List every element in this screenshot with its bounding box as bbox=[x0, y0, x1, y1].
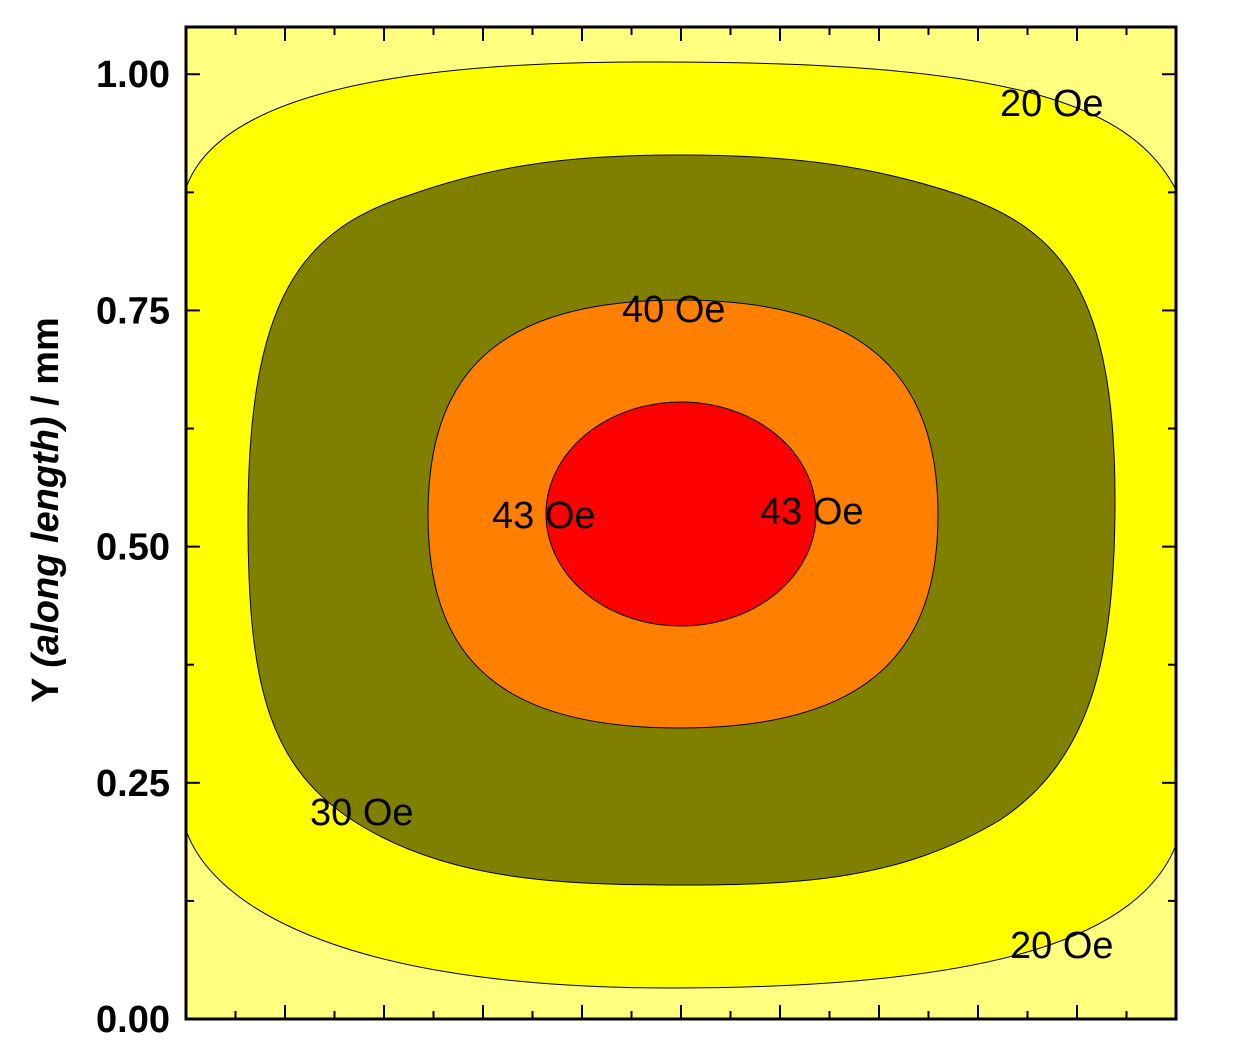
y-tick-label: 0.75 bbox=[96, 290, 170, 332]
y-tick-label: 0.50 bbox=[96, 527, 170, 569]
y-axis-label-prefix: Y bbox=[25, 668, 67, 703]
contour-label: 20 Oe bbox=[1000, 83, 1104, 125]
contour-label: 30 Oe bbox=[310, 792, 414, 834]
y-tick-label: 1.00 bbox=[96, 54, 170, 96]
contour-label: 40 Oe bbox=[622, 289, 726, 331]
y-axis-label-suffix: / mm bbox=[25, 317, 67, 416]
axis-ticks bbox=[185, 27, 1177, 1020]
y-axis-label-italic: (along length) bbox=[25, 416, 67, 667]
y-tick-label: 0.25 bbox=[96, 763, 170, 805]
contour-region-43-oe bbox=[545, 401, 817, 627]
y-axis-label: Y (along length) / mm bbox=[25, 317, 67, 703]
y-tick-label: 0.00 bbox=[96, 999, 170, 1040]
contour-label: 43 Oe bbox=[760, 491, 864, 533]
contour-label: 20 Oe bbox=[1010, 925, 1114, 967]
contour-label: 43 Oe bbox=[492, 495, 596, 537]
y-tick-labels: 0.00 0.25 0.50 0.75 1.00 bbox=[96, 54, 170, 1040]
